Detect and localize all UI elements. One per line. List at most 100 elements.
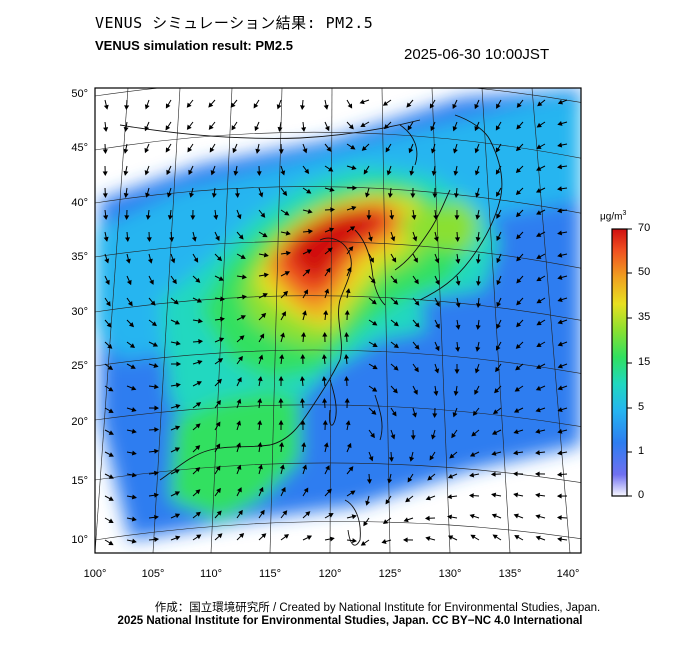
wind-arrow-head — [386, 170, 392, 176]
wind-arrow-head — [152, 342, 159, 347]
wind-arrow-head — [131, 494, 137, 500]
wind-arrow-head — [474, 148, 480, 154]
wind-arrow-head — [495, 345, 501, 351]
wind-arrow-head — [407, 125, 413, 131]
lon-label: 135° — [499, 568, 522, 580]
wind-arrow-head — [350, 490, 356, 496]
wind-arrow-head — [103, 127, 109, 132]
wind-arrow-head — [166, 192, 172, 198]
wind-arrow-head — [447, 535, 454, 540]
wind-arrow-head — [469, 452, 476, 457]
wind-arrow-head — [154, 427, 160, 433]
wind-arrow-head — [557, 428, 563, 434]
wind-arrow-head — [474, 389, 479, 395]
wind-arrow-head — [258, 464, 263, 470]
wind-arrow-head — [103, 104, 109, 110]
wind-arrow-head — [403, 517, 409, 523]
wind-arrow-head — [145, 215, 151, 220]
wind-arrow-head — [174, 491, 181, 496]
wind-arrow-head — [105, 301, 111, 307]
wind-arrow-head — [557, 319, 563, 325]
wind-arrow-head — [321, 354, 327, 359]
wind-arrow-head — [557, 363, 563, 369]
wind-arrow-head — [515, 212, 521, 218]
wind-arrow-head — [154, 384, 159, 390]
wind-arrow-head — [215, 465, 221, 471]
wind-arrow-head — [468, 493, 474, 499]
wind-arrow-head — [496, 103, 501, 109]
wind-arrow-head — [103, 236, 109, 242]
wind-arrow-head — [447, 514, 453, 520]
wind-arrow-head — [496, 280, 502, 286]
wind-arrow-head — [236, 214, 242, 220]
wind-arrow-head — [195, 277, 201, 283]
wind-arrow-head — [349, 226, 356, 231]
wind-arrow-head — [326, 488, 332, 494]
wind-arrow-head — [350, 144, 356, 150]
wind-arrow-head — [449, 453, 455, 459]
wind-arrow-head — [144, 126, 150, 132]
wind-arrow-head — [322, 331, 328, 337]
wind-arrow-head — [238, 509, 243, 516]
wind-arrow-head — [367, 236, 373, 242]
wind-arrow-head — [263, 252, 269, 258]
wind-arrow-head — [371, 409, 377, 415]
wind-arrow-head — [262, 232, 268, 238]
wind-arrow-head — [154, 405, 160, 411]
wind-arrow-head — [535, 492, 541, 498]
wind-arrow-head — [300, 397, 305, 403]
wind-arrow-head — [145, 192, 150, 198]
wind-arrow-head — [414, 344, 420, 350]
wind-arrow-head — [104, 258, 110, 264]
wind-arrow-head — [123, 170, 129, 176]
wind-arrow-head — [536, 122, 542, 128]
wind-arrow-head — [175, 404, 181, 409]
wind-arrow-head — [432, 193, 438, 199]
wind-arrow-head — [513, 429, 519, 435]
wind-arrow-head — [174, 469, 180, 474]
wind-arrow-head — [217, 533, 223, 539]
colorbar-label: 70 — [638, 222, 651, 234]
wind-arrow-head — [536, 320, 542, 326]
wind-arrow-head — [231, 125, 237, 131]
wind-arrow-head — [285, 250, 291, 256]
wind-arrow-head — [305, 269, 311, 275]
wind-arrow-head — [301, 127, 307, 132]
wind-arrow-head — [496, 235, 501, 242]
wind-arrow-head — [281, 311, 286, 317]
wind-arrow-head — [435, 301, 440, 307]
wind-arrow-head — [491, 430, 498, 435]
wind-arrow-head — [368, 456, 374, 462]
wind-arrow-head — [557, 186, 563, 192]
wind-arrow-head — [402, 537, 408, 543]
wind-arrow-head — [496, 213, 501, 219]
wind-arrow-head — [348, 466, 354, 472]
wind-arrow-head — [263, 272, 269, 278]
wind-arrow-head — [537, 101, 543, 107]
wind-arrow-head — [258, 486, 264, 493]
wind-arrow-head — [301, 442, 307, 447]
wind-arrow-head — [496, 323, 501, 330]
wind-arrow-head — [237, 487, 242, 493]
wind-arrow-head — [434, 258, 440, 264]
wind-arrow-head — [474, 170, 480, 176]
colorbar-label: 1 — [638, 445, 645, 457]
lon-label: 140° — [557, 568, 580, 580]
wind-arrow-head — [124, 105, 130, 111]
colorbar-label: 35 — [638, 311, 651, 323]
wind-arrow-head — [425, 536, 431, 542]
wind-arrow-head — [410, 435, 416, 441]
wind-arrow-head — [240, 254, 246, 259]
wind-arrow-head — [300, 419, 306, 425]
wind-arrow-head — [414, 300, 420, 306]
wind-arrow-head — [300, 105, 305, 111]
wind-arrow-head — [536, 254, 542, 259]
wind-arrow-head — [514, 535, 520, 540]
wind-arrow-head — [216, 256, 223, 262]
wind-arrow-head — [409, 170, 415, 176]
wind-arrow-head — [557, 407, 563, 413]
wind-arrow-head — [108, 408, 114, 413]
wind-arrow-head — [431, 434, 436, 440]
wind-arrow-head — [210, 170, 216, 176]
